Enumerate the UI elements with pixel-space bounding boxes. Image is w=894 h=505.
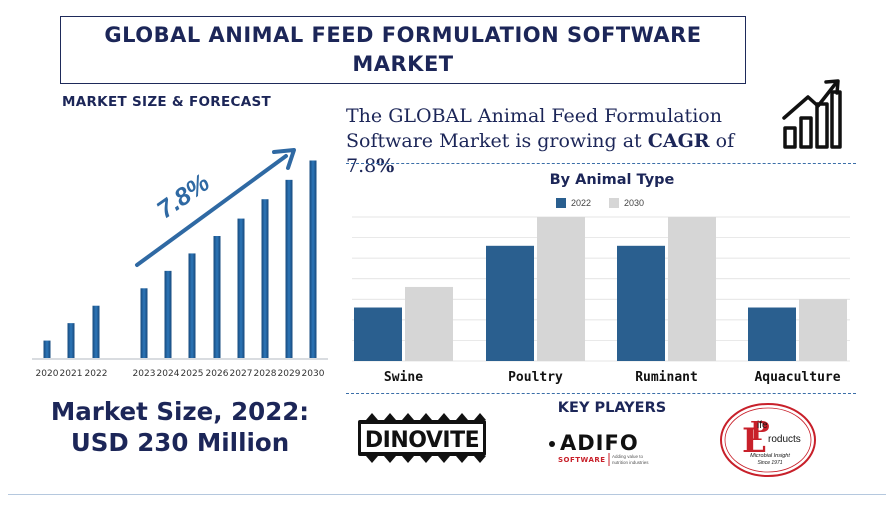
market-size-heading: MARKET SIZE & FORECAST bbox=[62, 94, 272, 110]
forecast-year-label: 2024 bbox=[157, 369, 180, 379]
forecast-bar-2023 bbox=[140, 288, 148, 358]
forecast-year-label: 2025 bbox=[181, 369, 204, 379]
bar-ruminant-2022 bbox=[617, 245, 665, 361]
forecast-bar-2026 bbox=[213, 236, 221, 358]
market-size-line-1: Market Size, 2022: bbox=[50, 397, 310, 426]
key-players-heading: KEY PLAYERS bbox=[557, 400, 667, 416]
forecast-bars bbox=[43, 160, 317, 358]
life-products-word-1: ife bbox=[757, 420, 768, 431]
page-title: GLOBAL ANIMAL FEED FORMULATION SOFTWARE … bbox=[104, 23, 702, 76]
forecast-bar-2024 bbox=[164, 270, 172, 358]
adifo-software-label: SOFTWARE bbox=[558, 456, 606, 464]
forecast-bar-2027 bbox=[237, 218, 245, 358]
forecast-year-labels: 2020 2021 2022 2023 2024 2025 2026 2027 2028 2029… bbox=[36, 369, 325, 379]
forecast-year-label: 2023 bbox=[133, 369, 156, 379]
life-products-word-2: roducts bbox=[768, 434, 801, 445]
animal-chart-legend: 2022 2030 bbox=[0, 196, 894, 210]
forecast-year-label: 2029 bbox=[278, 369, 301, 379]
life-products-tagline: Microbial Insight bbox=[750, 453, 790, 459]
forecast-year-label: 2026 bbox=[206, 369, 229, 379]
forecast-bar-2028 bbox=[261, 199, 269, 358]
category-label-aquaculture: Aquaculture bbox=[754, 370, 840, 385]
animal-bars bbox=[354, 217, 847, 361]
life-products-since: Since 1971 bbox=[757, 460, 782, 466]
bottom-dashed-divider bbox=[346, 393, 856, 394]
life-products-logo: L P ife roducts Microbial Insight Since … bbox=[720, 403, 816, 477]
cagr-rate: 7.8 bbox=[346, 155, 377, 177]
cagr-of: of bbox=[709, 130, 735, 152]
trend-arrow-icon bbox=[135, 148, 296, 267]
adifo-wordmark: ADIFO bbox=[560, 431, 639, 455]
legend-label-2030: 2030 bbox=[624, 198, 645, 208]
category-label-swine: Swine bbox=[384, 370, 423, 385]
forecast-bar-2021 bbox=[67, 323, 75, 358]
dinovite-wordmark: DINOVITE bbox=[365, 428, 479, 453]
forecast-bar-2030 bbox=[309, 160, 317, 358]
forecast-bar-2025 bbox=[188, 253, 196, 358]
dinovite-logo: DINOVITE bbox=[358, 413, 486, 463]
market-size-value: Market Size, 2022: USD 230 Million bbox=[30, 396, 330, 458]
forecast-year-label: 2030 bbox=[302, 369, 325, 379]
cagr-sentence: The GLOBAL Animal Feed Formulation Softw… bbox=[346, 104, 776, 179]
bar-aquaculture-2022 bbox=[748, 307, 796, 361]
legend-swatch-2030 bbox=[609, 198, 619, 208]
forecast-year-label: 2022 bbox=[85, 369, 108, 379]
category-label-poultry: Poultry bbox=[508, 370, 563, 385]
category-label-ruminant: Ruminant bbox=[635, 370, 698, 385]
top-dashed-divider bbox=[346, 163, 856, 164]
animal-chart-title: By Animal Type bbox=[549, 172, 675, 188]
animal-category-labels: Swine Poultry Ruminant Aquaculture bbox=[384, 370, 841, 385]
legend-swatch-2022 bbox=[556, 198, 566, 208]
adifo-logo: ADIFO SOFTWARE Adding value to nutrition… bbox=[549, 431, 649, 466]
title-box: GLOBAL ANIMAL FEED FORMULATION SOFTWARE … bbox=[60, 16, 746, 84]
growth-chart-icon bbox=[782, 79, 842, 149]
bar-poultry-2022 bbox=[486, 245, 534, 361]
forecast-year-label: 2020 bbox=[36, 369, 59, 379]
bar-poultry-2030 bbox=[537, 217, 585, 361]
adifo-tagline-2: nutrition industries bbox=[612, 460, 649, 465]
bottom-rule bbox=[8, 494, 886, 495]
bar-ruminant-2030 bbox=[668, 217, 716, 361]
cagr-prefix: The GLOBAL Animal Feed Formulation Softw… bbox=[346, 105, 722, 152]
forecast-bar-2022 bbox=[92, 305, 100, 358]
forecast-year-label: 2027 bbox=[230, 369, 253, 379]
svg-text:L: L bbox=[742, 421, 766, 461]
forecast-year-label: 2021 bbox=[60, 369, 83, 379]
forecast-year-label: 2028 bbox=[254, 369, 277, 379]
cagr-word: CAGR bbox=[647, 130, 710, 152]
forecast-bar-2020 bbox=[43, 340, 51, 358]
bar-swine-2022 bbox=[354, 307, 402, 361]
bar-aquaculture-2030 bbox=[799, 299, 847, 361]
bar-swine-2030 bbox=[405, 286, 453, 361]
market-size-line-2: USD 230 Million bbox=[70, 428, 290, 457]
adifo-tagline-1: Adding value to bbox=[612, 454, 644, 459]
svg-text:P: P bbox=[750, 417, 770, 447]
forecast-bar-2029 bbox=[285, 179, 293, 358]
cagr-percent: % bbox=[376, 155, 395, 177]
legend-label-2022: 2022 bbox=[571, 198, 592, 208]
